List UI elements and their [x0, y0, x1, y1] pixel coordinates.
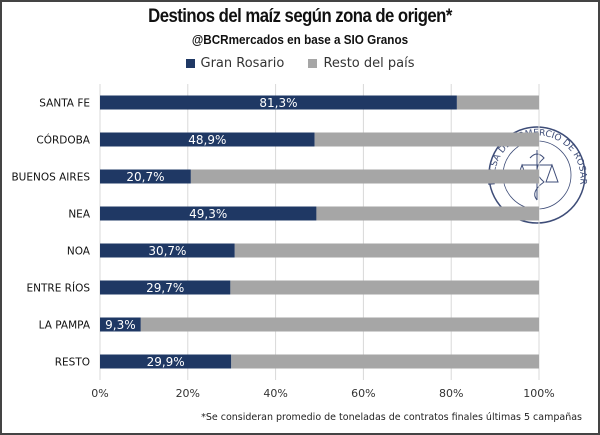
data-label: 81,3%: [259, 96, 297, 110]
bar-resto-del-pais: [190, 169, 540, 184]
data-label: 30,7%: [148, 244, 186, 258]
chart-subtitle: @BCRmercados en base a SIO Granos: [191, 32, 409, 47]
category-label: SANTA FE: [39, 98, 90, 110]
category-label: NEA: [68, 209, 90, 221]
x-tick-label: 0%: [91, 387, 108, 400]
category-label: NOA: [67, 246, 91, 258]
bar-gran-rosario: [100, 169, 191, 184]
category-label: LA PAMPA: [39, 320, 91, 332]
x-tick-label: 60%: [351, 387, 375, 400]
category-label: BUENOS AIRES: [11, 172, 90, 184]
footnote: *Se consideran promedio de toneladas de …: [201, 412, 582, 423]
bar-resto-del-pais: [316, 206, 539, 221]
data-label: 48,9%: [188, 133, 226, 147]
data-label: 49,3%: [189, 207, 227, 221]
bar-resto-del-pais: [230, 280, 539, 295]
legend-label-resto-del-pais: Resto del país: [323, 56, 415, 71]
legend: Gran Rosario Resto del país: [0, 56, 600, 72]
x-tick-label: 40%: [263, 387, 287, 400]
legend-item-resto-del-pais: Resto del país: [308, 56, 414, 71]
legend-swatch-resto-del-pais: [308, 59, 318, 68]
chart-title: Destinos del maíz según zona de origen*: [148, 6, 452, 27]
category-label: RESTO: [55, 357, 90, 369]
bar-gran-rosario: [100, 317, 141, 332]
data-label: 9,3%: [105, 318, 136, 332]
bar-gran-rosario: [100, 206, 317, 221]
bar-gran-rosario: [100, 280, 231, 295]
category-label: CÓRDOBA: [36, 134, 90, 147]
bar-resto-del-pais: [234, 243, 539, 258]
category-label: ENTRE RÍOS: [27, 282, 91, 295]
bar-gran-rosario: [100, 95, 457, 110]
legend-item-gran-rosario: Gran Rosario: [185, 56, 285, 71]
seal-text: BOLSA DE COMERCIO DE ROSARIO: [0, 0, 588, 186]
x-tick-label: 20%: [176, 387, 200, 400]
bar-gran-rosario: [100, 243, 235, 258]
legend-label-gran-rosario: Gran Rosario: [200, 56, 285, 71]
legend-swatch-gran-rosario: [185, 59, 195, 68]
bar-resto-del-pais: [456, 95, 539, 110]
bar-gran-rosario: [100, 132, 315, 147]
x-tick-label: 80%: [439, 387, 463, 400]
bar-resto-del-pais: [314, 132, 539, 147]
watermark-seal: BOLSA DE COMERCIO DE ROSARIO: [0, 0, 588, 224]
data-label: 29,9%: [147, 355, 185, 369]
bar-resto-del-pais: [140, 317, 539, 332]
data-label: 20,7%: [126, 170, 164, 184]
bar-gran-rosario: [100, 354, 232, 369]
bar-resto-del-pais: [231, 354, 540, 369]
data-label: 29,7%: [146, 281, 184, 295]
x-tick-label: 100%: [523, 387, 554, 400]
